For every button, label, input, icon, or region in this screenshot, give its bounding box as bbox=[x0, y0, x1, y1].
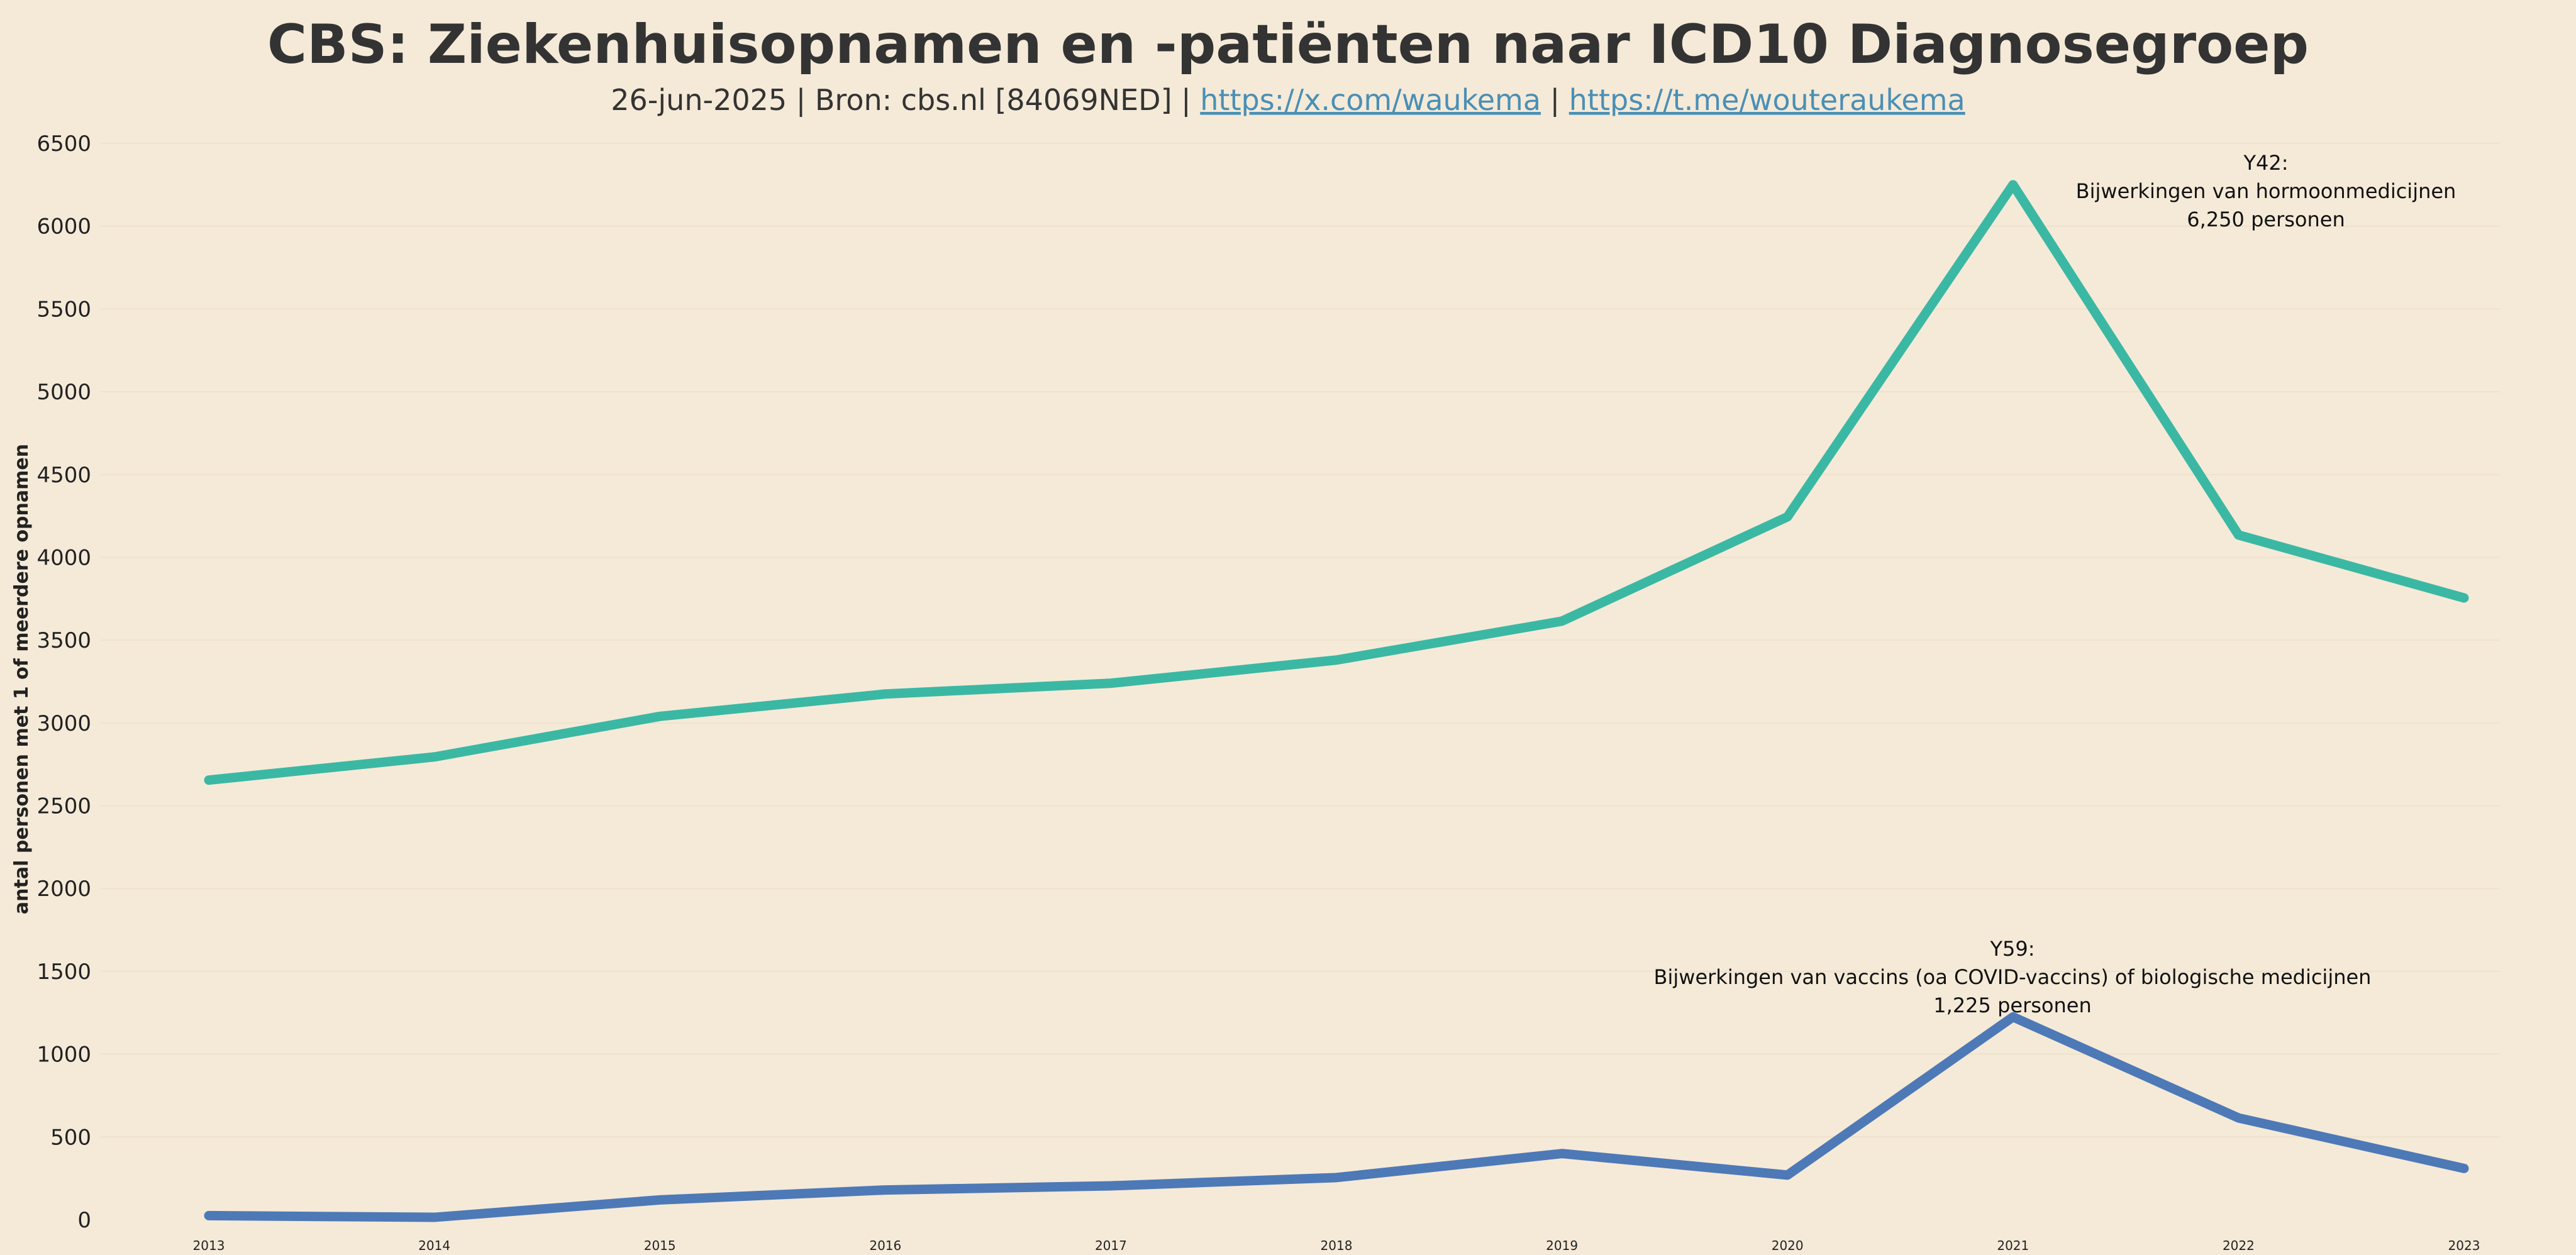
x-tick-label: 2019 bbox=[1546, 1238, 1578, 1253]
y-tick-label: 2500 bbox=[36, 794, 91, 819]
gridlines bbox=[101, 143, 2500, 1138]
x-tick-label: 2013 bbox=[193, 1238, 225, 1253]
y-tick-label: 500 bbox=[50, 1125, 91, 1150]
x-tick-label: 2017 bbox=[1095, 1238, 1127, 1253]
y-tick-label: 0 bbox=[77, 1208, 91, 1233]
y-tick-label: 2000 bbox=[36, 876, 91, 902]
y-tick-label: 5000 bbox=[36, 380, 91, 405]
y-axis-label: antal personen met 1 of meerdere opnamen bbox=[11, 444, 33, 914]
y-tick-label: 3500 bbox=[36, 628, 91, 653]
annotations: Y42: Bijwerkingen van hormoonmedicijnen 6,… bbox=[1654, 151, 2457, 1017]
y-tick-label: 3000 bbox=[36, 711, 91, 736]
subtitle-separator: | bbox=[1541, 83, 1569, 118]
x-tick-label: 2014 bbox=[418, 1238, 450, 1253]
y-tick-label: 4000 bbox=[36, 545, 91, 570]
telegram-link[interactable]: https://t.me/wouteraukema bbox=[1569, 83, 1965, 117]
x-tick-label: 2015 bbox=[644, 1238, 676, 1253]
y-axis-ticks: 0 500 1000 1500 2000 2500 3000 3500 4000 4500 5000… bbox=[36, 131, 91, 1233]
x-tick-label: 2016 bbox=[869, 1238, 901, 1253]
annotation-y59: Bijwerkingen van vaccins (oa COVID-vacci… bbox=[1654, 965, 2372, 989]
annotation-y42: 6,250 personen bbox=[2187, 207, 2345, 231]
x-tick-label: 2022 bbox=[2223, 1238, 2255, 1253]
y-tick-label: 5500 bbox=[36, 297, 91, 322]
annotation-y59: Y59: bbox=[1989, 937, 2035, 961]
y-tick-label: 6000 bbox=[36, 214, 91, 240]
x-tick-label: 2020 bbox=[1772, 1238, 1804, 1253]
series-lines bbox=[204, 180, 2469, 1222]
subtitle-source: 26-jun-2025 | Bron: cbs.nl [84069NED] | bbox=[611, 83, 1200, 118]
annotation-y42: Bijwerkingen van hormoonmedicijnen bbox=[2076, 179, 2457, 203]
y-tick-label: 6500 bbox=[36, 131, 91, 157]
y-tick-label: 4500 bbox=[36, 463, 91, 488]
x-profile-link[interactable]: https://x.com/waukema bbox=[1200, 83, 1541, 117]
annotation-y42: Y42: bbox=[2243, 151, 2288, 175]
chart-subtitle: 26-jun-2025 | Bron: cbs.nl [84069NED] | … bbox=[611, 83, 1965, 118]
y-tick-label: 1000 bbox=[36, 1042, 91, 1068]
x-tick-label: 2023 bbox=[2448, 1238, 2480, 1253]
annotation-y59: 1,225 personen bbox=[1933, 993, 2091, 1017]
y-tick-label: 1500 bbox=[36, 959, 91, 985]
x-tick-label: 2021 bbox=[1997, 1238, 2029, 1253]
x-tick-label: 2018 bbox=[1321, 1238, 1353, 1253]
chart-title: CBS: Ziekenhuisopnamen en -patiënten naa… bbox=[267, 13, 2309, 76]
x-axis-ticks: 2013 2014 2015 2016 2017 2018 2019 2020 2021 2022… bbox=[193, 1238, 2480, 1253]
series-line-y59 bbox=[204, 1012, 2469, 1222]
series-line-y42 bbox=[204, 180, 2469, 785]
